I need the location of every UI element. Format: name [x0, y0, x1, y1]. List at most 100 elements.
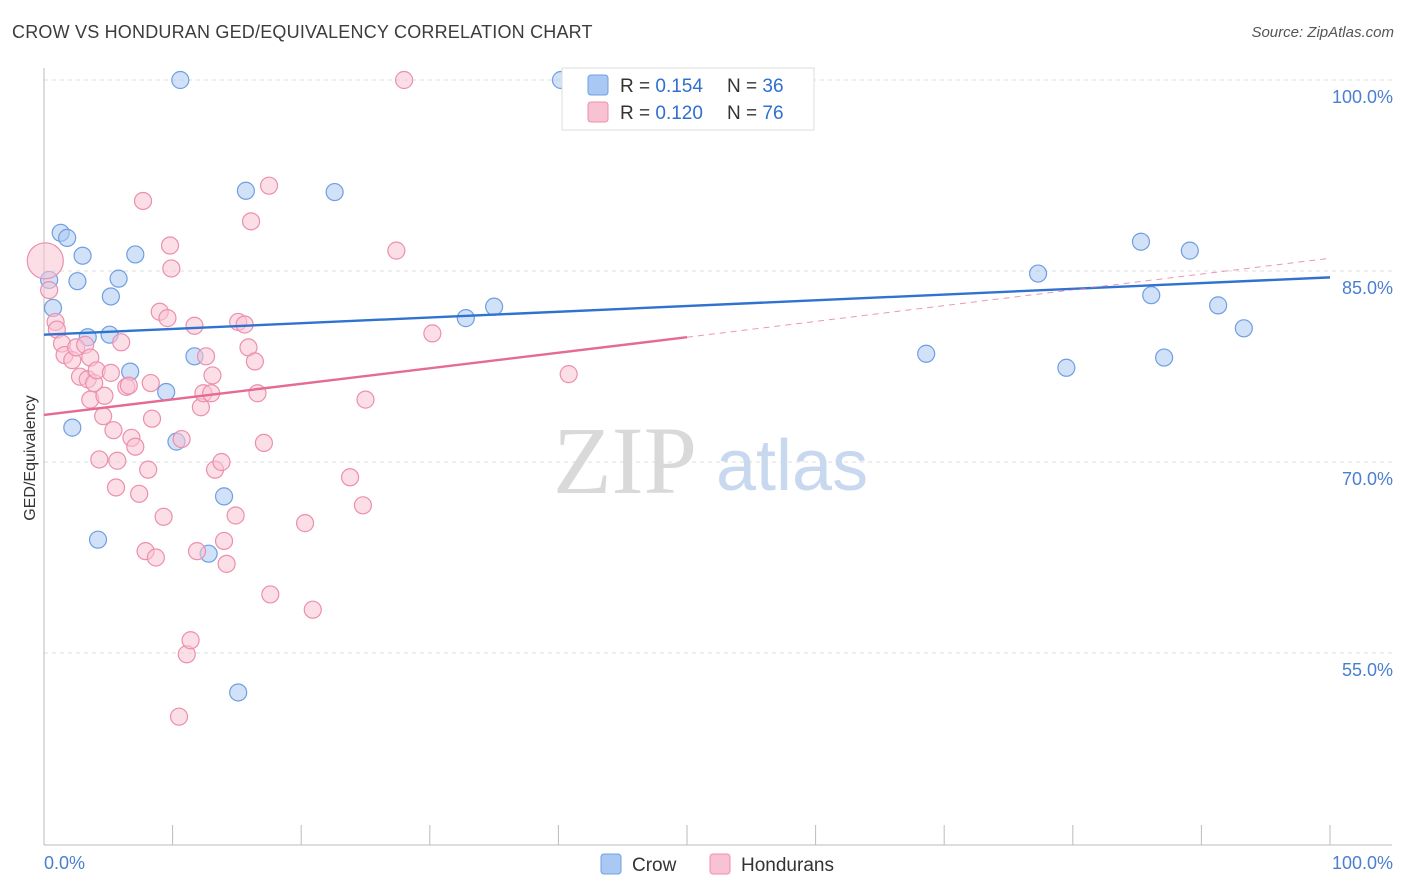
crow-point	[171, 70, 190, 90]
legend-bottom: Crow Hondurans	[600, 853, 834, 876]
hondurans-point	[154, 507, 173, 526]
hondurans-point	[212, 452, 231, 472]
hondurans-point	[423, 324, 442, 343]
crow-point	[157, 382, 176, 402]
hondurans-point	[108, 451, 127, 470]
legend-top: R = 0.154 N = 36 R = 0.120 N = 76	[561, 67, 815, 131]
hondurans-point	[40, 281, 59, 300]
legend-bottom-hondurans-label: Hondurans	[741, 855, 834, 876]
hondurans-point	[172, 429, 191, 449]
hondurans-point	[185, 316, 204, 335]
crow-trend-line	[43, 276, 1331, 336]
y-tick-label: 70.0%	[1342, 469, 1393, 489]
crow-point	[236, 181, 256, 200]
hondurans-point	[158, 309, 177, 328]
hondurans-point	[181, 631, 200, 650]
hondurans-point	[95, 386, 114, 405]
crow-point	[88, 530, 108, 549]
crow-point	[325, 182, 344, 202]
crow-point	[1028, 264, 1048, 283]
crow-point	[126, 245, 145, 264]
hondurans-point	[254, 433, 274, 452]
hondurans-point	[214, 531, 234, 551]
series-hondurans-points	[26, 70, 578, 726]
hondurans-point	[217, 554, 236, 573]
crow-point	[63, 418, 82, 437]
gridlines	[44, 79, 1392, 654]
crow-point	[68, 272, 87, 291]
hondurans-point	[94, 407, 113, 426]
crow-point	[1209, 296, 1228, 315]
hondurans-point	[559, 365, 578, 384]
hondurans-point	[169, 707, 189, 726]
hondurans-point	[119, 376, 138, 395]
legend-bottom-hondurans-swatch	[709, 853, 731, 875]
hondurans-point	[261, 585, 280, 604]
legend-crow-n: 36	[762, 76, 783, 97]
crow-point	[917, 344, 936, 363]
crow-point	[229, 683, 248, 702]
hondurans-point	[187, 542, 207, 561]
hondurans-point	[196, 347, 216, 366]
legend-hondurans-r: 0.120	[655, 103, 703, 124]
x-tick-label: 0.0%	[44, 853, 85, 873]
hondurans-point	[340, 468, 360, 487]
hondurans-point	[303, 600, 322, 619]
hondurans-point	[133, 191, 153, 211]
hondurans-point	[203, 366, 222, 385]
crow-point	[1180, 241, 1199, 260]
crow-point	[1234, 319, 1253, 338]
legend-hondurans-swatch	[587, 101, 609, 123]
crow-point	[214, 487, 234, 506]
crow-point	[109, 269, 128, 288]
crow-point	[1057, 358, 1076, 377]
hondurans-point	[104, 421, 123, 440]
legend-bottom-crow-label: Crow	[632, 855, 677, 876]
hondurans-trend-line	[43, 336, 688, 417]
hondurans-point	[130, 484, 149, 503]
series-crow-points	[40, 70, 1253, 702]
watermark: ZIP atlas	[553, 407, 868, 514]
hondurans-point	[26, 242, 64, 280]
hondurans-point	[90, 450, 109, 469]
x-tick-label: 100.0%	[1332, 853, 1393, 873]
hondurans-point	[353, 496, 373, 515]
hondurans-point	[394, 70, 414, 90]
tick-labels: 100.0% 85.0% 70.0% 55.0% 0.0% 100.0%	[44, 87, 1393, 873]
hondurans-point	[162, 259, 181, 278]
hondurans-point	[126, 437, 145, 456]
crow-point	[485, 297, 504, 316]
hondurans-point	[139, 460, 158, 479]
crow-point	[1155, 348, 1174, 367]
crow-point	[1131, 232, 1151, 251]
y-axis-title: GED/Equivalency	[22, 395, 39, 520]
hondurans-point	[146, 548, 165, 567]
hondurans-point	[112, 333, 131, 352]
hondurans-point	[245, 352, 265, 371]
legend-crow-stats: R = 0.154 N = 36	[620, 76, 784, 97]
legend-bottom-crow-swatch	[600, 853, 622, 875]
crow-point	[1142, 286, 1161, 305]
legend-hondurans-stats: R = 0.120 N = 76	[620, 103, 784, 124]
legend-crow-r: 0.154	[655, 76, 703, 97]
trend-lines	[43, 257, 1331, 417]
crow-point	[58, 228, 77, 247]
hondurans-point	[356, 390, 375, 409]
crow-point	[456, 309, 475, 328]
crow-point	[73, 246, 92, 265]
hondurans-point	[141, 373, 160, 393]
hondurans-point	[106, 478, 126, 497]
hondurans-point	[142, 409, 162, 428]
watermark-atlas: atlas	[716, 426, 868, 506]
hondurans-point	[160, 236, 180, 255]
y-tick-label: 100.0%	[1332, 87, 1393, 107]
hondurans-trend-extension	[686, 257, 1331, 338]
hondurans-point	[101, 363, 120, 382]
source-label: Source: ZipAtlas.com	[1251, 24, 1394, 41]
crow-point	[101, 287, 120, 306]
legend-hondurans-n: 76	[762, 103, 783, 124]
legend-crow-swatch	[587, 74, 609, 96]
y-tick-label: 55.0%	[1342, 660, 1393, 680]
chart-title: CROW VS HONDURAN GED/EQUIVALENCY CORRELA…	[12, 22, 593, 42]
